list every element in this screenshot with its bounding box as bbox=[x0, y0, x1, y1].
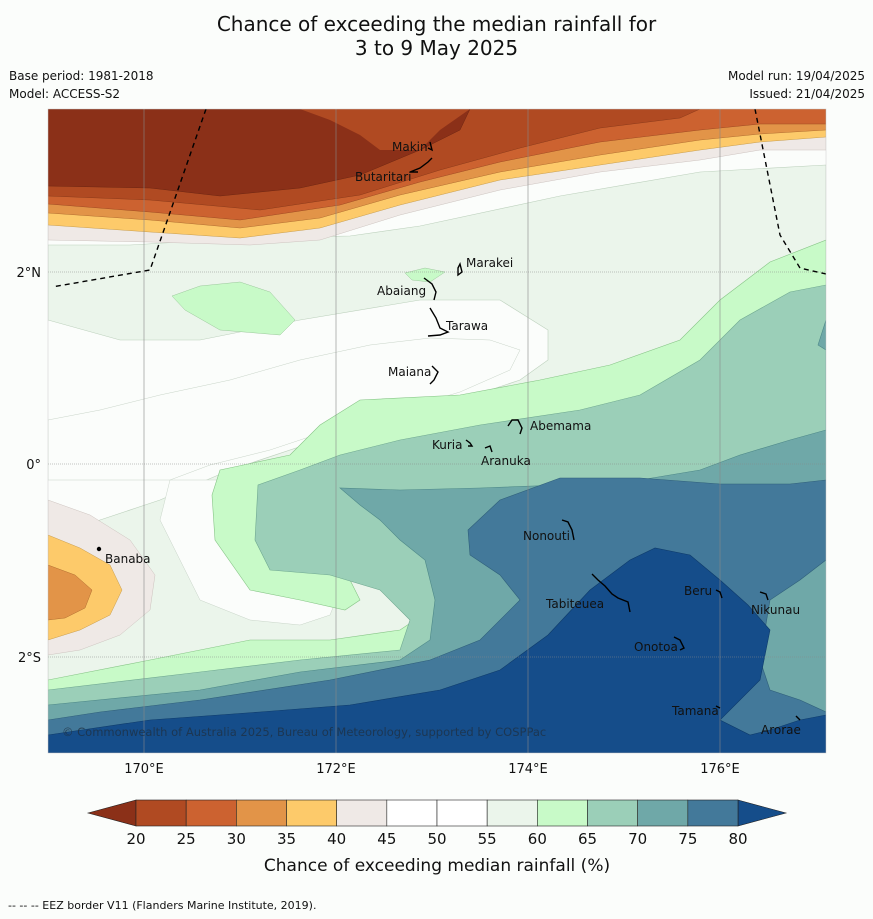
label-tarawa: Tarawa bbox=[445, 319, 488, 333]
colorbar-segment bbox=[486, 799, 538, 827]
colorbar-tick-label: 70 bbox=[628, 830, 647, 848]
contour-layer: Makin Butaritari Marakei Abaiang Tarawa … bbox=[48, 109, 826, 753]
colorbar-segment bbox=[286, 799, 337, 827]
island-onotoa bbox=[673, 636, 685, 651]
map-title: Chance of exceeding the median rainfall … bbox=[0, 12, 873, 60]
label-makin: Makin bbox=[392, 140, 428, 154]
label-tamana: Tamana bbox=[671, 704, 719, 718]
eez-border bbox=[51, 109, 826, 288]
model-run: Model run: 19/04/2025 bbox=[727, 69, 865, 83]
island-nonouti bbox=[561, 519, 575, 541]
colorbar-tick-label: 45 bbox=[377, 830, 396, 848]
lon-label-172e: 172°E bbox=[316, 762, 356, 777]
colorbar: 20 25 30 35 40 45 50 55 60 65 70 75 80 Chance of exc… bbox=[86, 799, 788, 876]
label-arorae: Arorae bbox=[761, 723, 801, 737]
island-tamana bbox=[715, 705, 721, 709]
label-nonouti: Nonouti bbox=[523, 529, 570, 543]
colorbar-segment bbox=[336, 799, 388, 827]
title-line-2: 3 to 9 May 2025 bbox=[354, 36, 519, 60]
colorbar-tick-label: 80 bbox=[728, 830, 747, 848]
label-abemama: Abemama bbox=[530, 419, 591, 433]
colorbar-tick-label: 50 bbox=[427, 830, 446, 848]
island-makin bbox=[427, 141, 434, 152]
island-tarawa bbox=[427, 307, 450, 337]
island-butaritari bbox=[409, 157, 433, 173]
colorbar-tick-label: 60 bbox=[528, 830, 547, 848]
colorbar-segment bbox=[436, 799, 488, 827]
island-outlines bbox=[96, 141, 801, 721]
lon-label-174e: 174°E bbox=[508, 762, 548, 777]
colorbar-segment bbox=[687, 799, 739, 827]
eez-footnote: -- -- -- EEZ border V11 (Flanders Marine… bbox=[8, 899, 317, 912]
lon-label-170e: 170°E bbox=[124, 762, 164, 777]
base-period: Base period: 1981-2018 bbox=[9, 69, 154, 83]
contour-above-80 bbox=[48, 547, 826, 753]
label-maiana: Maiana bbox=[388, 365, 431, 379]
island-abemama bbox=[507, 419, 523, 435]
title-line-1: Chance of exceeding the median rainfall … bbox=[216, 12, 657, 36]
contour-patch-abaiang bbox=[404, 267, 446, 283]
island-arorae bbox=[795, 715, 801, 721]
colorbar-segment bbox=[637, 799, 689, 827]
colorbar-segment bbox=[135, 799, 187, 827]
label-kuria: Kuria bbox=[432, 438, 463, 452]
contour-20-25-inlet bbox=[48, 109, 470, 150]
label-tabiteuea: Tabiteuea bbox=[545, 597, 604, 611]
label-banaba: Banaba bbox=[105, 552, 151, 566]
contour-patch-nw bbox=[171, 281, 296, 336]
colorbar-tick-label: 75 bbox=[678, 830, 697, 848]
map-frame bbox=[47, 108, 827, 754]
label-abaiang: Abaiang bbox=[377, 284, 426, 298]
gridlines bbox=[48, 109, 826, 753]
colorbar-segment bbox=[587, 799, 638, 827]
colorbar-segments bbox=[135, 799, 739, 827]
copyright-text: © Commonwealth of Australia 2025, Bureau… bbox=[62, 725, 546, 739]
colorbar-tick-label: 25 bbox=[177, 830, 196, 848]
colorbar-tick-label: 55 bbox=[478, 830, 497, 848]
island-nikunau bbox=[759, 591, 769, 601]
colorbar-tick-label: 35 bbox=[277, 830, 296, 848]
colorbar-over-arrow bbox=[737, 799, 788, 827]
colorbar-ticks: 20 25 30 35 40 45 50 55 60 65 70 75 80 bbox=[126, 830, 747, 848]
colorbar-segment bbox=[236, 799, 287, 827]
model-name: Model: ACCESS-S2 bbox=[9, 87, 121, 101]
colorbar-segment bbox=[537, 799, 588, 827]
meta-left: Base period: 1981-2018 Model: ACCESS-S2 bbox=[9, 67, 154, 103]
island-aranuka bbox=[484, 445, 493, 453]
colorbar-tick-label: 65 bbox=[578, 830, 597, 848]
lat-axis: 2°N 0° 2°S bbox=[17, 266, 42, 666]
lat-label-0: 0° bbox=[26, 458, 41, 473]
island-tabiteuea bbox=[591, 573, 631, 613]
lat-label-2s: 2°S bbox=[18, 651, 41, 666]
colorbar-under-arrow bbox=[86, 799, 137, 827]
label-butaritari: Butaritari bbox=[355, 170, 412, 184]
colorbar-tick-label: 40 bbox=[327, 830, 346, 848]
island-banaba bbox=[96, 546, 102, 552]
issued-date: Issued: 21/04/2025 bbox=[749, 87, 865, 101]
island-kuria bbox=[465, 439, 474, 447]
island-maiana bbox=[429, 365, 439, 385]
lon-axis: 170°E 172°E 174°E 176°E bbox=[124, 762, 740, 777]
colorbar-segment bbox=[386, 799, 438, 827]
colorbar-label: Chance of exceeding median rainfall (%) bbox=[264, 856, 610, 876]
island-abaiang bbox=[423, 277, 437, 301]
island-beru bbox=[715, 589, 723, 599]
label-beru: Beru bbox=[684, 584, 712, 598]
colorbar-tick-label: 20 bbox=[126, 830, 145, 848]
contour-west-30-35 bbox=[48, 564, 93, 621]
label-nikunau: Nikunau bbox=[751, 603, 800, 617]
island-marakei bbox=[457, 261, 463, 277]
label-onotoa: Onotoa bbox=[634, 640, 678, 654]
lon-label-176e: 176°E bbox=[700, 762, 740, 777]
colorbar-segment bbox=[185, 799, 237, 827]
lat-label-2n: 2°N bbox=[17, 266, 42, 281]
meta-right: Model run: 19/04/2025 Issued: 21/04/2025 bbox=[728, 67, 865, 103]
label-marakei: Marakei bbox=[466, 256, 513, 270]
colorbar-tick-label: 30 bbox=[227, 830, 246, 848]
place-labels: Makin Butaritari Marakei Abaiang Tarawa … bbox=[105, 140, 801, 737]
label-aranuka: Aranuka bbox=[481, 454, 531, 468]
